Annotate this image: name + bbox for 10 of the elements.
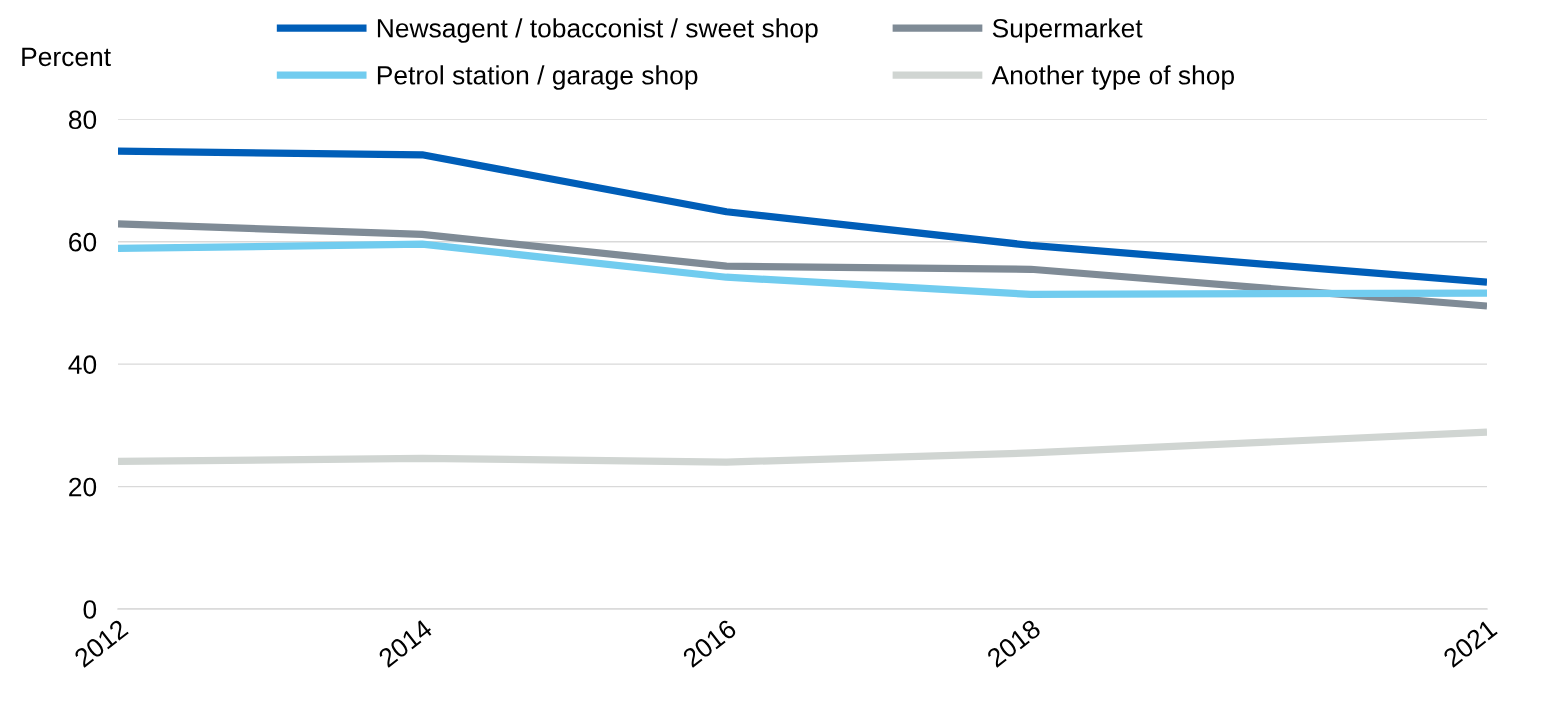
y-tick-label: 40 <box>68 355 97 374</box>
y-axis-title: Percent <box>22 47 111 67</box>
legend-label: Petrol station / garage shop <box>377 65 698 90</box>
y-tick-label: 80 <box>68 110 97 130</box>
y-tick-label: 60 <box>69 232 97 252</box>
legend-label: Supermarket <box>992 18 1143 43</box>
legend-label: Newsagent / tobacconist / sweet shop <box>377 18 818 43</box>
y-tick-label: 20 <box>69 477 97 497</box>
legend-label: Another type of shop <box>991 65 1235 90</box>
y-tick-label: 0 <box>83 600 97 619</box>
